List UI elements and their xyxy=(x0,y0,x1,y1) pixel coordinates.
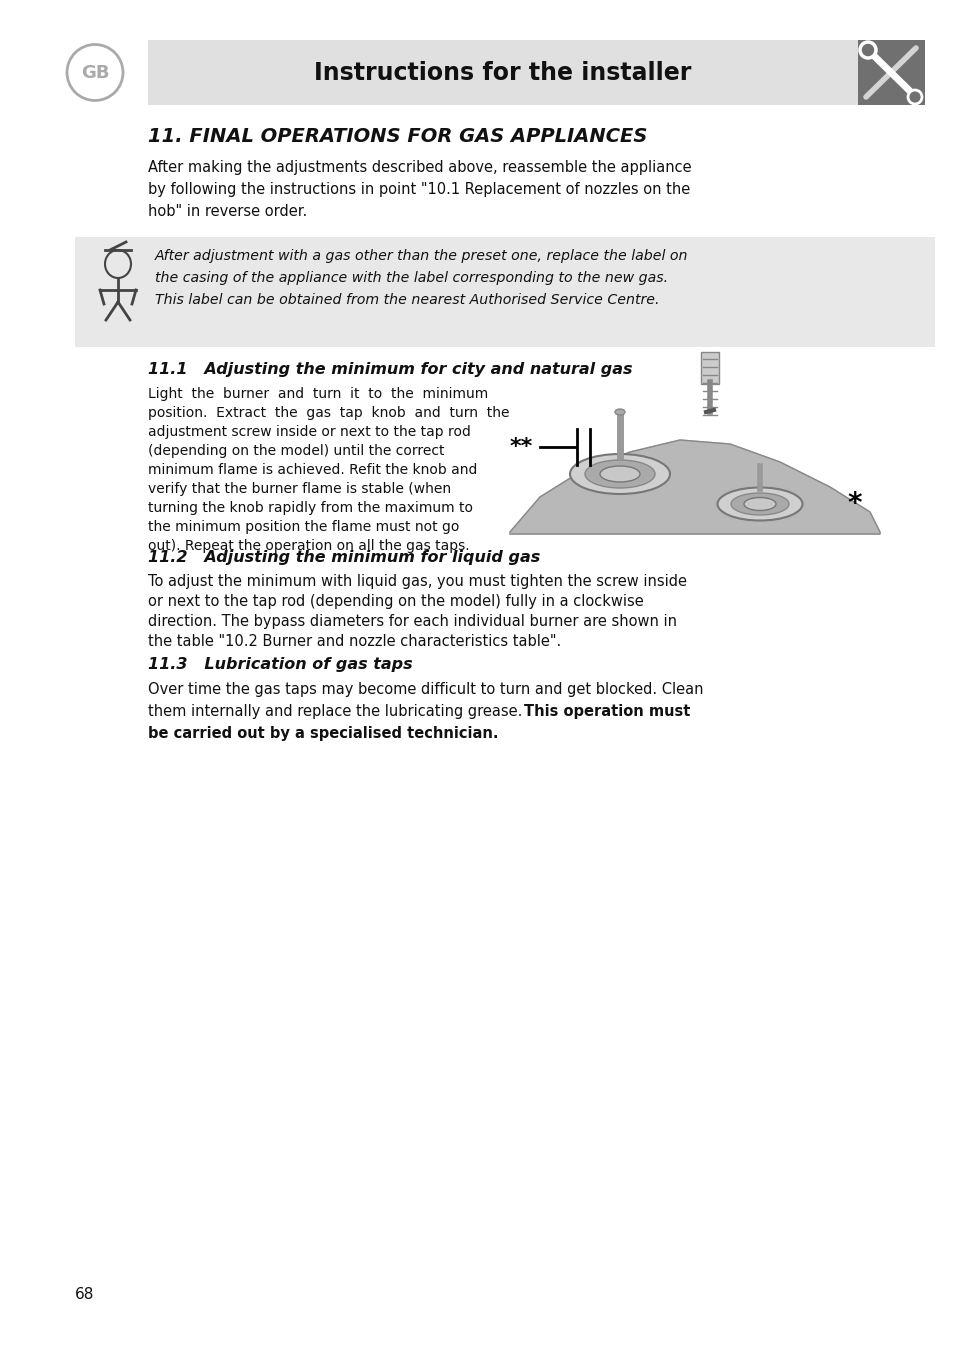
FancyBboxPatch shape xyxy=(857,41,924,105)
Ellipse shape xyxy=(743,498,775,511)
Text: Instructions for the installer: Instructions for the installer xyxy=(314,61,691,84)
Text: out). Repeat the operation on all the gas taps.: out). Repeat the operation on all the ga… xyxy=(148,539,469,553)
Text: 11.1   Adjusting the minimum for city and natural gas: 11.1 Adjusting the minimum for city and … xyxy=(148,362,632,377)
Text: This label can be obtained from the nearest Authorised Service Centre.: This label can be obtained from the near… xyxy=(154,293,659,307)
Text: position.  Extract  the  gas  tap  knob  and  turn  the: position. Extract the gas tap knob and t… xyxy=(148,406,509,420)
Ellipse shape xyxy=(717,488,801,521)
Text: This operation must: This operation must xyxy=(523,704,690,719)
Text: Over time the gas taps may become difficult to turn and get blocked. Clean: Over time the gas taps may become diffic… xyxy=(148,681,702,698)
Text: the casing of the appliance with the label corresponding to the new gas.: the casing of the appliance with the lab… xyxy=(154,270,667,285)
FancyBboxPatch shape xyxy=(700,352,719,384)
FancyBboxPatch shape xyxy=(75,237,934,347)
Text: *: * xyxy=(847,489,862,518)
Text: 11. FINAL OPERATIONS FOR GAS APPLIANCES: 11. FINAL OPERATIONS FOR GAS APPLIANCES xyxy=(148,127,647,146)
Text: (depending on the model) until the correct: (depending on the model) until the corre… xyxy=(148,443,444,458)
Ellipse shape xyxy=(569,454,669,493)
Text: GB: GB xyxy=(81,64,110,81)
Text: To adjust the minimum with liquid gas, you must tighten the screw inside: To adjust the minimum with liquid gas, y… xyxy=(148,575,686,589)
Text: **: ** xyxy=(510,437,533,457)
Text: or next to the tap rod (depending on the model) fully in a clockwise: or next to the tap rod (depending on the… xyxy=(148,594,643,608)
Text: After making the adjustments described above, reassemble the appliance: After making the adjustments described a… xyxy=(148,160,691,174)
Ellipse shape xyxy=(584,460,655,488)
FancyBboxPatch shape xyxy=(148,41,857,105)
Text: minimum flame is achieved. Refit the knob and: minimum flame is achieved. Refit the kno… xyxy=(148,462,476,477)
Text: the minimum position the flame must not go: the minimum position the flame must not … xyxy=(148,521,459,534)
Text: direction. The bypass diameters for each individual burner are shown in: direction. The bypass diameters for each… xyxy=(148,614,677,629)
Ellipse shape xyxy=(615,410,624,415)
Text: 11.3   Lubrication of gas taps: 11.3 Lubrication of gas taps xyxy=(148,657,413,672)
Text: hob" in reverse order.: hob" in reverse order. xyxy=(148,204,307,219)
Text: 11.2   Adjusting the minimum for liquid gas: 11.2 Adjusting the minimum for liquid ga… xyxy=(148,550,539,565)
Text: Light  the  burner  and  turn  it  to  the  minimum: Light the burner and turn it to the mini… xyxy=(148,387,488,402)
Text: turning the knob rapidly from the maximum to: turning the knob rapidly from the maximu… xyxy=(148,502,473,515)
Polygon shape xyxy=(510,439,879,534)
Circle shape xyxy=(907,91,921,104)
Text: by following the instructions in point "10.1 Replacement of nozzles on the: by following the instructions in point "… xyxy=(148,183,690,197)
Text: 68: 68 xyxy=(75,1287,94,1302)
Text: the table "10.2 Burner and nozzle characteristics table".: the table "10.2 Burner and nozzle charac… xyxy=(148,634,560,649)
Text: verify that the burner flame is stable (when: verify that the burner flame is stable (… xyxy=(148,483,451,496)
Text: be carried out by a specialised technician.: be carried out by a specialised technici… xyxy=(148,726,498,741)
Ellipse shape xyxy=(730,493,788,515)
Circle shape xyxy=(859,42,875,58)
Text: After adjustment with a gas other than the preset one, replace the label on: After adjustment with a gas other than t… xyxy=(154,249,688,264)
Text: them internally and replace the lubricating grease.: them internally and replace the lubricat… xyxy=(148,704,526,719)
Ellipse shape xyxy=(599,466,639,483)
Text: adjustment screw inside or next to the tap rod: adjustment screw inside or next to the t… xyxy=(148,425,471,439)
